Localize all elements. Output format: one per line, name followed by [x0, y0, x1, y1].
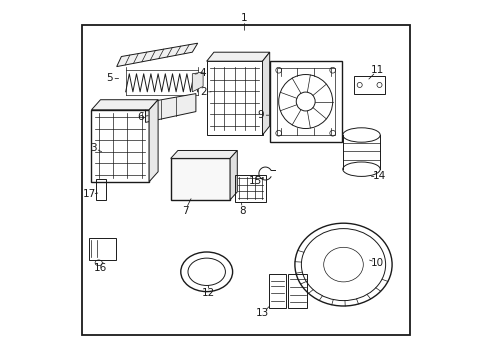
Bar [91, 110, 149, 182]
Text: 17: 17 [83, 189, 96, 199]
Bar [89, 238, 116, 260]
Bar [206, 61, 262, 135]
Text: 11: 11 [370, 65, 384, 75]
Text: 5: 5 [106, 73, 113, 84]
Bar [235, 175, 265, 202]
Polygon shape [145, 94, 196, 122]
Polygon shape [149, 100, 158, 182]
Text: 10: 10 [370, 258, 384, 268]
Text: 14: 14 [372, 171, 386, 181]
Bar [82, 25, 409, 335]
Polygon shape [230, 150, 237, 200]
Text: 16: 16 [94, 263, 107, 273]
Polygon shape [117, 43, 197, 67]
Text: 3: 3 [90, 143, 97, 153]
Bar [354, 76, 384, 94]
Text: 8: 8 [239, 206, 245, 216]
Text: 6: 6 [137, 112, 143, 122]
Text: 9: 9 [257, 110, 264, 120]
Polygon shape [91, 100, 158, 110]
Text: 2: 2 [200, 87, 206, 97]
Bar [268, 274, 285, 308]
Text: 7: 7 [182, 206, 188, 216]
Bar [287, 274, 307, 308]
Polygon shape [192, 72, 203, 92]
Polygon shape [262, 52, 269, 135]
Text: 12: 12 [202, 288, 215, 298]
Bar [276, 68, 334, 135]
Bar [269, 61, 341, 142]
Text: 1: 1 [241, 13, 247, 23]
Bar [96, 179, 106, 200]
Bar [170, 158, 230, 200]
Polygon shape [206, 52, 269, 61]
Text: 13: 13 [255, 308, 268, 318]
Polygon shape [170, 150, 237, 158]
Text: 15: 15 [248, 176, 262, 186]
Text: 4: 4 [200, 68, 206, 78]
